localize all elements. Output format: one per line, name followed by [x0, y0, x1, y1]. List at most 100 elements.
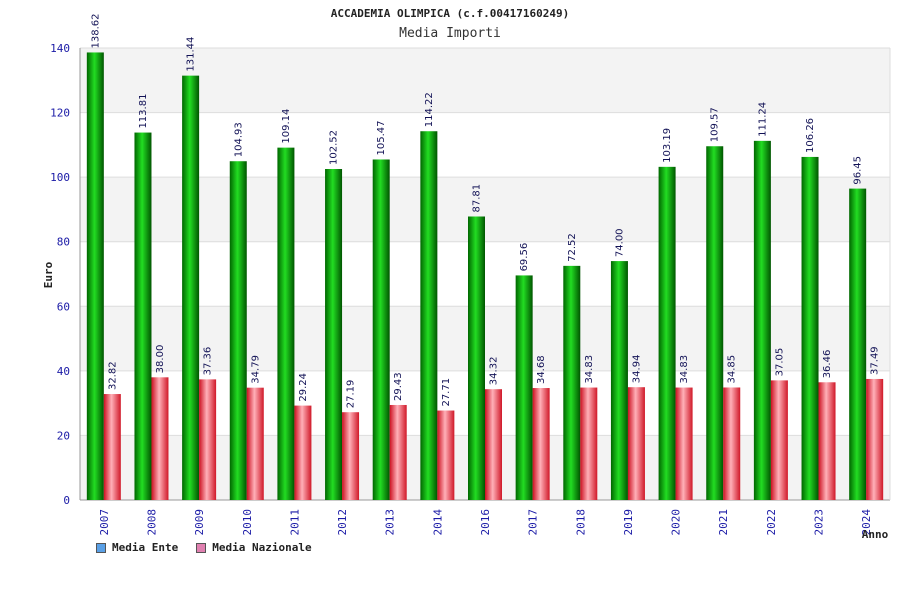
bar-value-label: 114.22: [424, 92, 435, 127]
bar-value-label: 138.62: [90, 13, 101, 48]
bar-value-label: 34.32: [489, 357, 500, 386]
x-tick-label: 2019: [622, 509, 635, 536]
bar-media-ente-2022: [753, 140, 771, 501]
legend-swatch-icon: [96, 542, 106, 553]
bar-value-label: 106.26: [805, 118, 816, 153]
bar-media-nazionale-2011: [294, 405, 312, 500]
bar-media-nazionale-2024: [866, 378, 884, 500]
bar-media-ente-2018: [563, 265, 581, 500]
x-tick-label: 2010: [241, 509, 254, 536]
legend-label: Media Nazionale: [212, 541, 312, 554]
y-tick-label: 0: [63, 494, 70, 507]
bar-value-label: 69.56: [519, 243, 530, 272]
y-tick-label: 80: [57, 236, 70, 249]
x-tick-label: 2014: [431, 509, 444, 536]
bar-media-ente-2024: [849, 188, 867, 500]
labels: 138.62 32.82 113.81 38.00 131.44 37.36 104.93 3…: [90, 13, 880, 408]
x-tick-label: 2016: [479, 509, 492, 536]
y-tick-label: 140: [50, 42, 70, 55]
bar-media-ente-2016: [468, 216, 485, 500]
y-tick-label: 120: [50, 107, 70, 120]
bar-media-nazionale-2014: [437, 410, 455, 500]
bar-media-ente-2017: [515, 275, 533, 500]
x-tick-label: 2024: [860, 509, 873, 536]
y-tick-label: 20: [57, 429, 70, 442]
bar-media-ente-2012: [325, 169, 343, 501]
bar-media-ente-2007: [86, 52, 104, 500]
y-tick-label: 40: [57, 365, 70, 378]
bar-value-label: 36.46: [822, 350, 833, 379]
bar-media-nazionale-2007: [103, 394, 121, 500]
x-axis-label: Anno: [862, 528, 889, 541]
bar-media-ente-2011: [277, 147, 295, 500]
bar-value-label: 113.81: [138, 94, 149, 129]
grid-band: [80, 48, 890, 113]
bar-value-label: 72.52: [567, 233, 578, 262]
legend-item-media-nazionale: Media Nazionale: [196, 541, 312, 554]
x-tick-label: 2009: [193, 509, 206, 536]
bar-value-label: 34.94: [631, 355, 642, 384]
bars: [86, 52, 884, 501]
x-tick-label: 2011: [288, 509, 301, 536]
bar-media-nazionale-2019: [627, 387, 645, 500]
bar-value-label: 34.68: [536, 355, 547, 384]
bar-value-label: 111.24: [757, 102, 768, 137]
bar-value-label: 103.19: [662, 128, 673, 163]
bar-media-nazionale-2008: [151, 377, 169, 500]
bar-media-nazionale-2023: [818, 382, 836, 500]
bar-value-label: 37.36: [203, 347, 214, 376]
x-tick-label: 2017: [527, 509, 540, 536]
x-tick-label: 2012: [336, 509, 349, 536]
bar-media-nazionale-2016: [485, 389, 502, 500]
x-tick-label: 2007: [98, 509, 111, 536]
x-tick-label: 2018: [574, 509, 587, 536]
legend-item-media-ente: Media Ente: [96, 541, 178, 554]
bar-media-ente-2023: [801, 156, 819, 500]
bar-value-label: 34.79: [250, 355, 261, 384]
x-tick-label: 2021: [717, 509, 730, 536]
bar-value-label: 102.52: [329, 130, 340, 165]
bar-media-nazionale-2012: [342, 412, 360, 500]
bar-media-ente-2013: [372, 159, 390, 500]
bar-value-label: 109.57: [710, 107, 721, 142]
y-tick-label: 100: [50, 171, 70, 184]
bar-media-ente-2009: [182, 75, 200, 501]
bar-value-label: 109.14: [281, 109, 292, 144]
bar-value-label: 29.43: [393, 372, 404, 401]
bar-media-nazionale-2013: [389, 404, 407, 500]
chart-subtitle: Media Importi: [399, 26, 501, 41]
bar-value-label: 131.44: [186, 37, 197, 72]
bar-value-label: 29.24: [298, 373, 309, 402]
bar-media-ente-2020: [658, 166, 676, 500]
y-axis-label: Euro: [42, 261, 55, 288]
bar-media-nazionale-2018: [580, 387, 598, 500]
chart-title: ACCADEMIA OLIMPICA (c.f.00417160249): [331, 7, 569, 20]
bar-media-nazionale-2022: [770, 380, 788, 500]
x-tick-label: 2022: [765, 509, 778, 536]
bar-value-label: 87.81: [472, 184, 483, 213]
legend: Media Ente Media Nazionale: [96, 541, 312, 554]
legend-swatch-icon: [196, 542, 207, 553]
bar-value-label: 27.71: [441, 378, 452, 407]
bar-media-ente-2019: [610, 261, 628, 500]
bar-media-ente-2014: [420, 131, 438, 500]
bar-value-label: 34.85: [727, 355, 738, 384]
bar-value-label: 34.83: [679, 355, 690, 384]
x-tick-label: 2008: [145, 509, 158, 536]
bar-media-nazionale-2017: [532, 388, 550, 500]
bar-value-label: 38.00: [155, 345, 166, 374]
bar-value-label: 104.93: [233, 122, 244, 157]
legend-label: Media Ente: [112, 541, 179, 554]
bar-media-ente-2021: [706, 146, 724, 500]
bar-media-ente-2008: [134, 132, 152, 501]
bar-value-label: 74.00: [614, 228, 625, 257]
y-tick-label: 60: [57, 300, 70, 313]
bar-media-ente-2010: [229, 161, 247, 500]
bar-value-label: 37.05: [774, 348, 785, 377]
bar-media-nazionale-2009: [199, 379, 217, 500]
bar-value-label: 34.83: [584, 355, 595, 384]
bar-value-label: 27.19: [346, 380, 357, 409]
bar-value-label: 37.49: [870, 346, 881, 375]
bar-media-nazionale-2010: [246, 387, 264, 500]
